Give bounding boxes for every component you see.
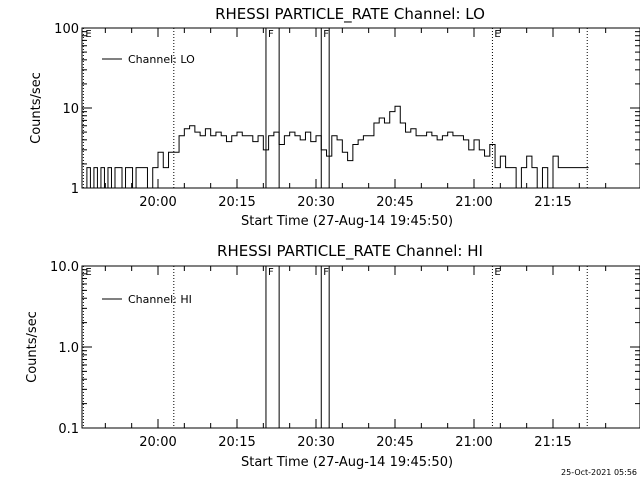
legend-label-lo: Channel: LO — [128, 53, 195, 66]
y-tick-label: 100 — [54, 22, 79, 37]
x-tick-label: 20:00 — [139, 435, 176, 450]
x-tick-label: 20:45 — [376, 195, 413, 210]
x-tick-label: 20:15 — [218, 195, 255, 210]
panel-lo: RHESSI PARTICLE_RATE Channel: LO 110100 … — [29, 5, 640, 229]
footer-timestamp: 25-Oct-2021 05:56 — [561, 468, 637, 477]
y-tick-label: 1 — [71, 182, 79, 197]
y-tick-label: 10 — [62, 102, 79, 117]
panel-hi: RHESSI PARTICLE_RATE Channel: HI 0.1 1.0 1… — [25, 242, 640, 470]
x-tick-label: 20:15 — [218, 435, 255, 450]
chart-title-hi: RHESSI PARTICLE_RATE Channel: HI — [217, 242, 483, 261]
x-tick-label: 20:30 — [297, 195, 334, 210]
x-ticks-lo: 20:00 20:15 20:30 20:45 21:00 21:15 — [104, 28, 607, 210]
y-tick-label: 0.1 — [58, 422, 79, 437]
event-marker-label: F — [323, 267, 329, 278]
x-ticks-hi: 20:00 20:15 20:30 20:45 21:00 21:15 — [104, 266, 607, 450]
x-axis-label-lo: Start Time (27-Aug-14 19:45:50) — [241, 214, 453, 229]
x-tick-label: 21:15 — [534, 435, 571, 450]
y-ticks-hi: 0.1 1.0 10.0 — [50, 260, 640, 437]
y-axis-label-hi: Counts/sec — [25, 311, 40, 383]
x-tick-label: 21:15 — [534, 195, 571, 210]
y-tick-label: 10.0 — [50, 260, 79, 275]
event-marker-label: E — [85, 267, 91, 278]
y-axis-label-lo: Counts/sec — [29, 72, 44, 144]
x-tick-label: 20:45 — [376, 435, 413, 450]
event-marker-label: E — [494, 267, 500, 278]
event-marker-label: F — [268, 29, 274, 40]
chart-title-lo: RHESSI PARTICLE_RATE Channel: LO — [215, 5, 485, 24]
series-line-lo — [83, 105, 589, 189]
x-axis-label-hi: Start Time (27-Aug-14 19:45:50) — [241, 455, 453, 470]
event-marker-label: F — [323, 29, 329, 40]
x-tick-label: 21:00 — [455, 435, 492, 450]
y-tick-label: 1.0 — [58, 341, 79, 356]
event-marker-label: E — [494, 29, 500, 40]
event-marker-label: F — [268, 267, 274, 278]
legend-label-hi: Channel: HI — [128, 293, 192, 306]
x-tick-label: 20:00 — [139, 195, 176, 210]
x-tick-label: 20:30 — [297, 435, 334, 450]
event-marker-label: E — [85, 29, 91, 40]
x-tick-label: 21:00 — [455, 195, 492, 210]
